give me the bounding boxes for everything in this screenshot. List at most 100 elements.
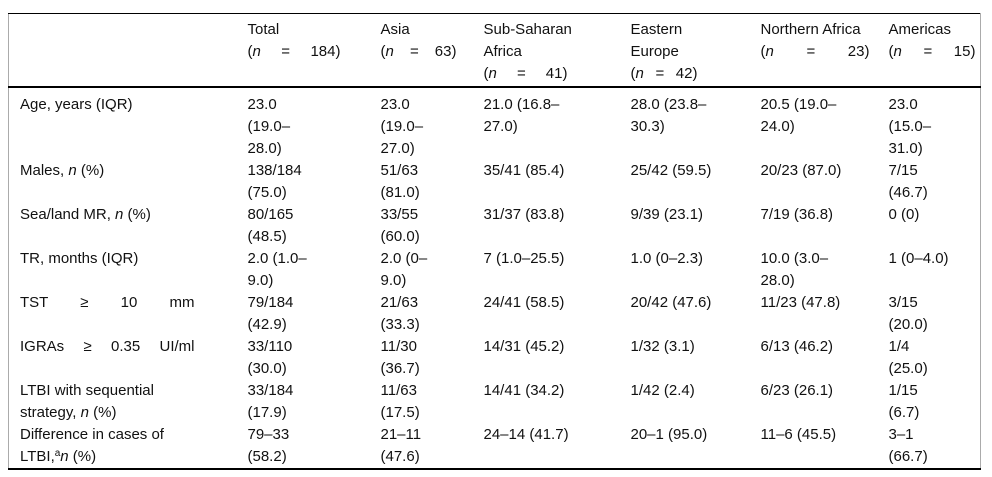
cell: 3–1 (66.7) xyxy=(888,426,928,465)
cell: 1/42 (2.4) xyxy=(630,382,695,399)
cell: 80/165 (48.5) xyxy=(247,206,294,245)
cell: 11/63 (17.5) xyxy=(380,382,420,421)
column-header-sub-saharan-africa: Sub-Saharan Africa (n = 41) xyxy=(483,13,631,88)
n-value: 41) xyxy=(545,65,568,82)
column-name: Asia xyxy=(380,21,410,38)
cell: 20/42 (47.6) xyxy=(630,294,712,311)
n-equals: = xyxy=(516,65,526,82)
column-header-asia: Asia (n = 63) xyxy=(380,13,484,88)
cell: 33/55 (60.0) xyxy=(380,206,420,245)
footnote-marker-a: a xyxy=(54,448,61,459)
cell: 21.0 (16.8–27.0) xyxy=(483,96,560,135)
cell: 79/184 (42.9) xyxy=(247,294,294,333)
cell: 10.0 (3.0–28.0) xyxy=(760,250,829,289)
cell: 33/184 (17.9) xyxy=(247,382,294,421)
cell: 23.0 (19.0–27.0) xyxy=(380,96,424,157)
column-header-americas: Americas (n = 15) xyxy=(888,13,981,88)
row-label: LTBI with sequential strategy, n (%) xyxy=(20,382,154,421)
row-igras: IGRAs ≥ 0.35 UI/ml 33/110 (30.0) 11/30 (… xyxy=(9,336,981,380)
cell: 24/41 (58.5) xyxy=(483,294,565,311)
cell: 7/19 (36.8) xyxy=(760,206,834,223)
cell: 21/63 (33.3) xyxy=(380,294,420,333)
cell: 7 (1.0–25.5) xyxy=(483,250,565,267)
cell: 24–14 (41.7) xyxy=(483,426,569,443)
cell: 1/32 (3.1) xyxy=(630,338,695,355)
row-label: Sea/land MR, n (%) xyxy=(20,206,151,223)
cell: 9/39 (23.1) xyxy=(630,206,704,223)
column-name: Americas xyxy=(888,21,952,38)
cell: 0 (0) xyxy=(888,206,920,223)
header-empty-cell xyxy=(8,13,248,88)
n-value: 63) xyxy=(434,43,457,60)
n-equals: = xyxy=(806,43,816,60)
table-header: Total (n = 184) Asia (n = 63) Sub-Sahara… xyxy=(8,13,981,88)
cell: 35/41 (85.4) xyxy=(483,162,565,179)
cell: 11–6 (45.5) xyxy=(760,426,837,443)
cell: 11/30 (36.7) xyxy=(380,338,420,377)
cell: 20/23 (87.0) xyxy=(760,162,842,179)
cell: 33/110 (30.0) xyxy=(247,338,293,377)
n-open: (n xyxy=(630,65,644,82)
cell: 25/42 (59.5) xyxy=(630,162,712,179)
n-open: (n xyxy=(888,43,902,60)
cell: 2.0 (0–9.0) xyxy=(380,250,428,289)
cell: 20.5 (19.0–24.0) xyxy=(760,96,837,135)
table-body: Age, years (IQR) 23.0 (19.0–28.0) 23.0 (… xyxy=(9,87,981,469)
n-value: 23) xyxy=(847,43,870,60)
column-name: Sub-Saharan Africa xyxy=(483,21,572,60)
cell: 51/63 (81.0) xyxy=(380,162,420,201)
n-open: (n xyxy=(483,65,497,82)
cell: 2.0 (1.0–9.0) xyxy=(247,250,307,289)
cell: 23.0 (19.0–28.0) xyxy=(247,96,291,157)
column-n-line: (n = 184) xyxy=(248,41,341,63)
cell: 138/184 (75.0) xyxy=(247,162,302,201)
cell: 28.0 (23.8–30.3) xyxy=(630,96,707,135)
row-label: Age, years (IQR) xyxy=(20,96,133,113)
cell: 21–11 (47.6) xyxy=(380,426,422,465)
column-name: Northern Africa xyxy=(760,21,861,38)
cell: 14/31 (45.2) xyxy=(483,338,565,355)
column-n-line: (n = 63) xyxy=(381,41,457,63)
n-value: 42) xyxy=(675,65,698,82)
cell: 20–1 (95.0) xyxy=(630,426,708,443)
row-label: Difference in cases of LTBI,an (%) xyxy=(20,426,164,465)
row-label: TST ≥ 10 mm xyxy=(20,294,195,311)
n-equals: = xyxy=(281,43,291,60)
n-equals: = xyxy=(923,43,933,60)
column-header-total: Total (n = 184) xyxy=(247,13,381,88)
column-header-northern-africa: Northern Africa (n = 23) xyxy=(760,13,889,88)
n-open: (n xyxy=(760,43,774,60)
row-males: Males, n (%) 138/184 (75.0) 51/63 (81.0)… xyxy=(9,160,981,204)
column-n-line: (n = 15) xyxy=(889,41,976,63)
cell: 6/23 (26.1) xyxy=(760,382,834,399)
row-label: IGRAs ≥ 0.35 UI/ml xyxy=(20,338,195,355)
n-value: 15) xyxy=(953,43,976,60)
header-row: Total (n = 184) Asia (n = 63) Sub-Sahara… xyxy=(8,13,981,88)
cell: 23.0 (15.0–31.0) xyxy=(888,96,932,157)
row-age: Age, years (IQR) 23.0 (19.0–28.0) 23.0 (… xyxy=(9,87,981,160)
cell: 1/4 (25.0) xyxy=(888,338,928,377)
column-n-line: (n = 41) xyxy=(484,63,568,85)
cell: 14/41 (34.2) xyxy=(483,382,565,399)
n-equals: = xyxy=(655,65,665,82)
cell: 11/23 (47.8) xyxy=(760,294,841,311)
cell: 1/15 (6.7) xyxy=(888,382,920,421)
row-difference-ltbi: Difference in cases of LTBI,an (%) 79–33… xyxy=(9,424,981,469)
cell: 6/13 (46.2) xyxy=(760,338,834,355)
row-label: TR, months (IQR) xyxy=(20,250,139,267)
row-sea-land-mr: Sea/land MR, n (%) 80/165 (48.5) 33/55 (… xyxy=(9,204,981,248)
column-name: Eastern Europe xyxy=(630,21,683,60)
column-header-eastern-europe: Eastern Europe (n = 42) xyxy=(630,13,761,88)
n-open: (n xyxy=(380,43,394,60)
column-n-line: (n = 42) xyxy=(631,63,698,85)
column-n-line: (n = 23) xyxy=(761,41,870,63)
row-label: Males, n (%) xyxy=(20,162,105,179)
n-value: 184) xyxy=(310,43,341,60)
column-name: Total xyxy=(247,21,280,38)
cell: 79–33 (58.2) xyxy=(247,426,290,465)
cell: 7/15 (46.7) xyxy=(888,162,928,201)
n-equals: = xyxy=(409,43,419,60)
cell: 31/37 (83.8) xyxy=(483,206,565,223)
cell: 1.0 (0–2.3) xyxy=(630,250,704,267)
row-tst: TST ≥ 10 mm 79/184 (42.9) 21/63 (33.3) 2… xyxy=(9,292,981,336)
